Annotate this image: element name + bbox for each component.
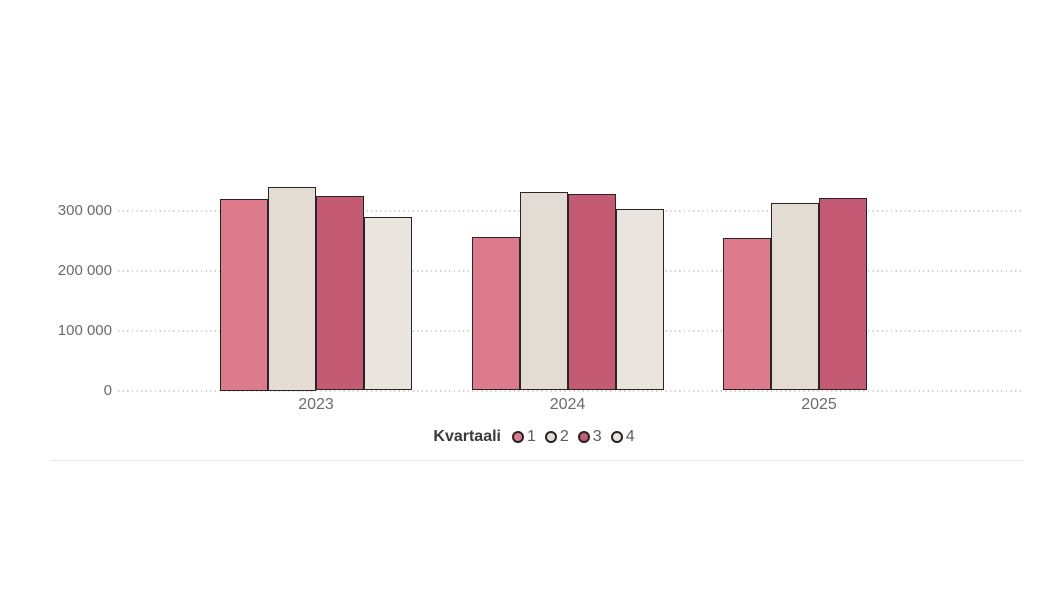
legend-circle-icon xyxy=(610,431,623,443)
bar-2024-q1[interactable] xyxy=(471,236,520,391)
legend-item-label: 3 xyxy=(592,428,602,445)
bar-2025-q3[interactable] xyxy=(819,197,867,391)
bar-2024-q3[interactable] xyxy=(567,194,616,391)
bar-2025-q1[interactable] xyxy=(723,238,771,391)
y-axis-tick-label: 100 000 xyxy=(57,321,112,339)
bar-2025-q2[interactable] xyxy=(771,203,819,391)
gridline-0 xyxy=(118,389,1023,392)
bar-2023-q1[interactable] xyxy=(220,198,268,391)
legend-item-2[interactable]: 2 xyxy=(544,428,569,446)
legend-item-label: 2 xyxy=(559,428,569,445)
y-axis-tick-label: 0 xyxy=(103,381,112,399)
legend-item-4[interactable]: 4 xyxy=(610,428,635,446)
legend-item-1[interactable]: 1 xyxy=(511,428,536,446)
legend-item-label: 4 xyxy=(625,428,635,445)
bar-2023-q4[interactable] xyxy=(364,217,412,391)
legend-title: Kvartaali xyxy=(433,428,501,445)
legend-item-3[interactable]: 3 xyxy=(577,428,602,446)
bar-2023-q2[interactable] xyxy=(268,186,316,391)
legend-circle-icon xyxy=(544,431,557,443)
x-axis-label-2025: 2025 xyxy=(801,396,837,413)
bar-2024-q4[interactable] xyxy=(615,208,664,391)
legend-circle-icon xyxy=(511,431,524,443)
bar-2023-q3[interactable] xyxy=(316,196,364,391)
legend-item-label: 1 xyxy=(526,428,536,445)
bar-2024-q2[interactable] xyxy=(519,191,568,391)
legend: Kvartaali 1 2 3 4 xyxy=(0,426,1054,448)
y-axis-tick-label: 200 000 xyxy=(57,261,112,279)
divider-line xyxy=(50,460,1024,461)
x-axis-label-2024: 2024 xyxy=(549,396,586,413)
x-axis-label-2023: 2023 xyxy=(298,396,334,413)
y-axis-tick-label: 300 000 xyxy=(57,201,112,219)
legend-circle-icon xyxy=(577,431,590,443)
